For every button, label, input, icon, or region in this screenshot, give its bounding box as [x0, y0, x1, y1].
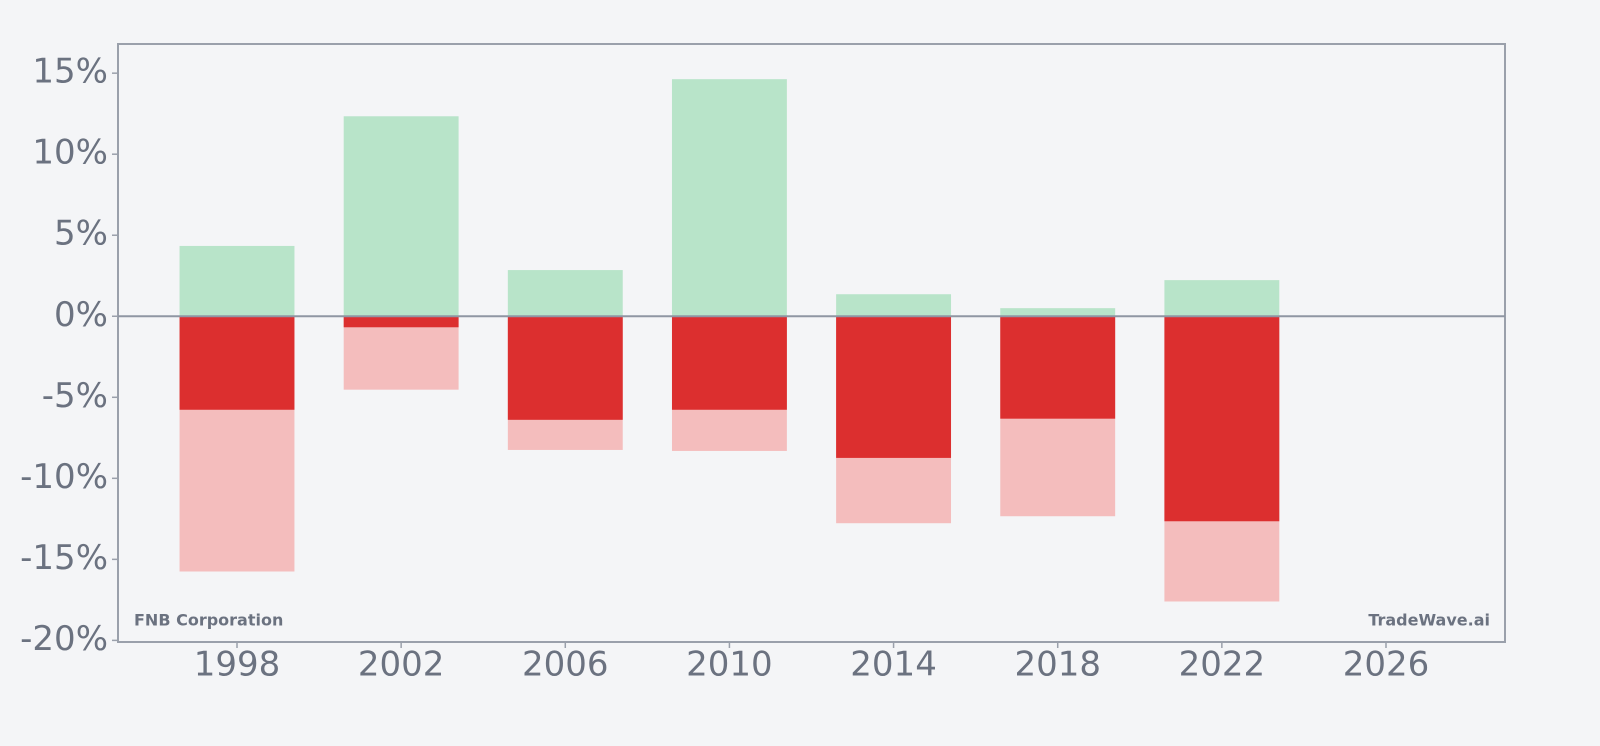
x-tick-label: 2022	[1179, 645, 1266, 685]
bar	[836, 294, 952, 317]
y-tick-label: -20%	[20, 619, 108, 659]
x-tick-label: 2002	[358, 645, 445, 685]
x-tick-label: 2018	[1014, 645, 1101, 685]
bar	[179, 245, 295, 317]
y-tick-label: 0%	[54, 295, 108, 335]
bar	[343, 316, 459, 390]
y-tick-label: 10%	[32, 133, 108, 173]
bar	[343, 316, 459, 328]
x-tick-label: 2010	[686, 645, 773, 685]
bar	[1164, 280, 1280, 317]
bar	[671, 79, 787, 317]
bar	[671, 316, 787, 410]
annotation: TradeWave.ai	[1368, 611, 1490, 630]
x-tick-label: 1998	[194, 645, 281, 685]
y-tick-label: -5%	[42, 376, 108, 416]
bar	[1164, 316, 1280, 522]
y-tick-label: 15%	[32, 52, 108, 92]
bar	[1000, 308, 1116, 317]
bar	[1000, 316, 1116, 419]
plot-frame	[117, 43, 1506, 643]
x-tick-label: 2026	[1343, 645, 1430, 685]
y-tick-label: -10%	[20, 457, 108, 497]
bar	[507, 270, 623, 317]
bar	[836, 316, 952, 458]
bar	[179, 316, 295, 410]
bar	[507, 316, 623, 420]
x-tick-label: 2006	[522, 645, 609, 685]
annotation: FNB Corporation	[134, 611, 283, 630]
y-tick-label: 5%	[54, 214, 108, 254]
y-tick-label: -15%	[20, 538, 108, 578]
x-tick-label: 2014	[850, 645, 937, 685]
bar	[343, 116, 459, 317]
